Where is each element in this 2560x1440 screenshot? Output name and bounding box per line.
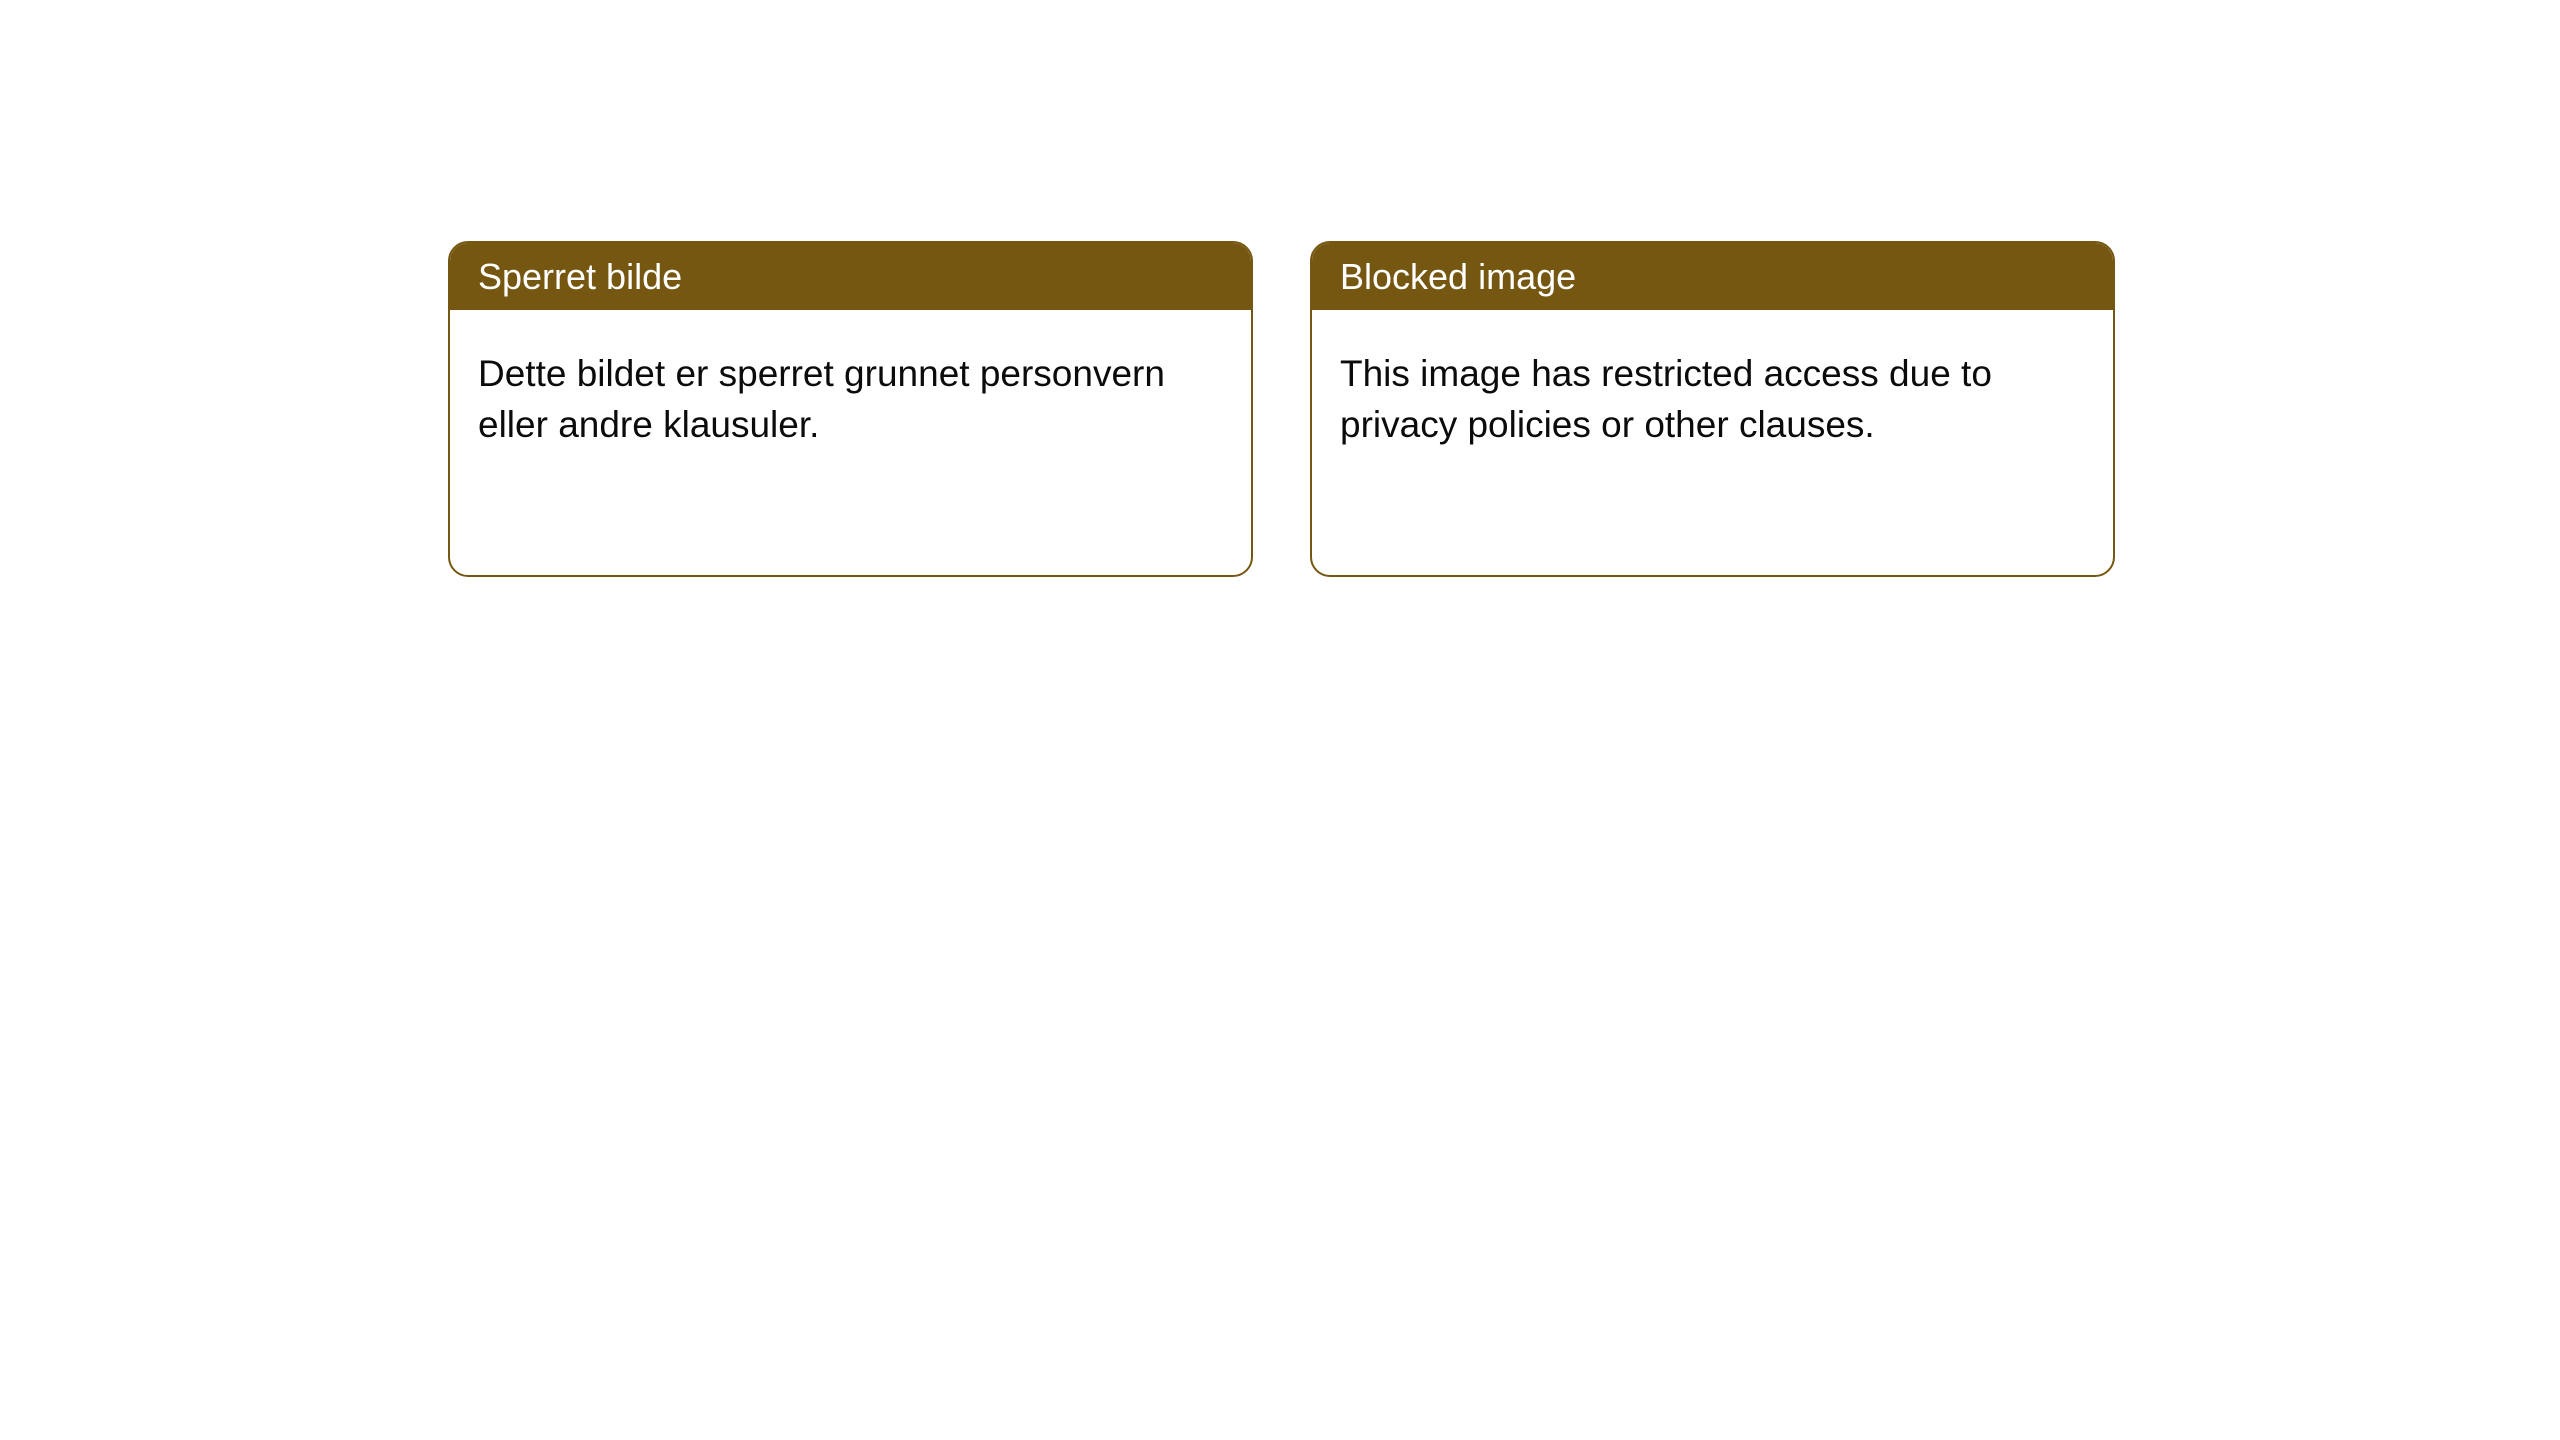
notice-body: This image has restricted access due to …	[1312, 310, 2113, 488]
notice-title: Blocked image	[1340, 256, 1576, 297]
notice-message: Dette bildet er sperret grunnet personve…	[478, 353, 1165, 445]
notice-message: This image has restricted access due to …	[1340, 353, 1992, 445]
notice-title: Sperret bilde	[478, 256, 682, 297]
notice-container: Sperret bilde Dette bildet er sperret gr…	[448, 241, 2115, 577]
notice-body: Dette bildet er sperret grunnet personve…	[450, 310, 1251, 488]
notice-card-english: Blocked image This image has restricted …	[1310, 241, 2115, 577]
notice-header: Blocked image	[1312, 243, 2113, 310]
notice-card-norwegian: Sperret bilde Dette bildet er sperret gr…	[448, 241, 1253, 577]
notice-header: Sperret bilde	[450, 243, 1251, 310]
